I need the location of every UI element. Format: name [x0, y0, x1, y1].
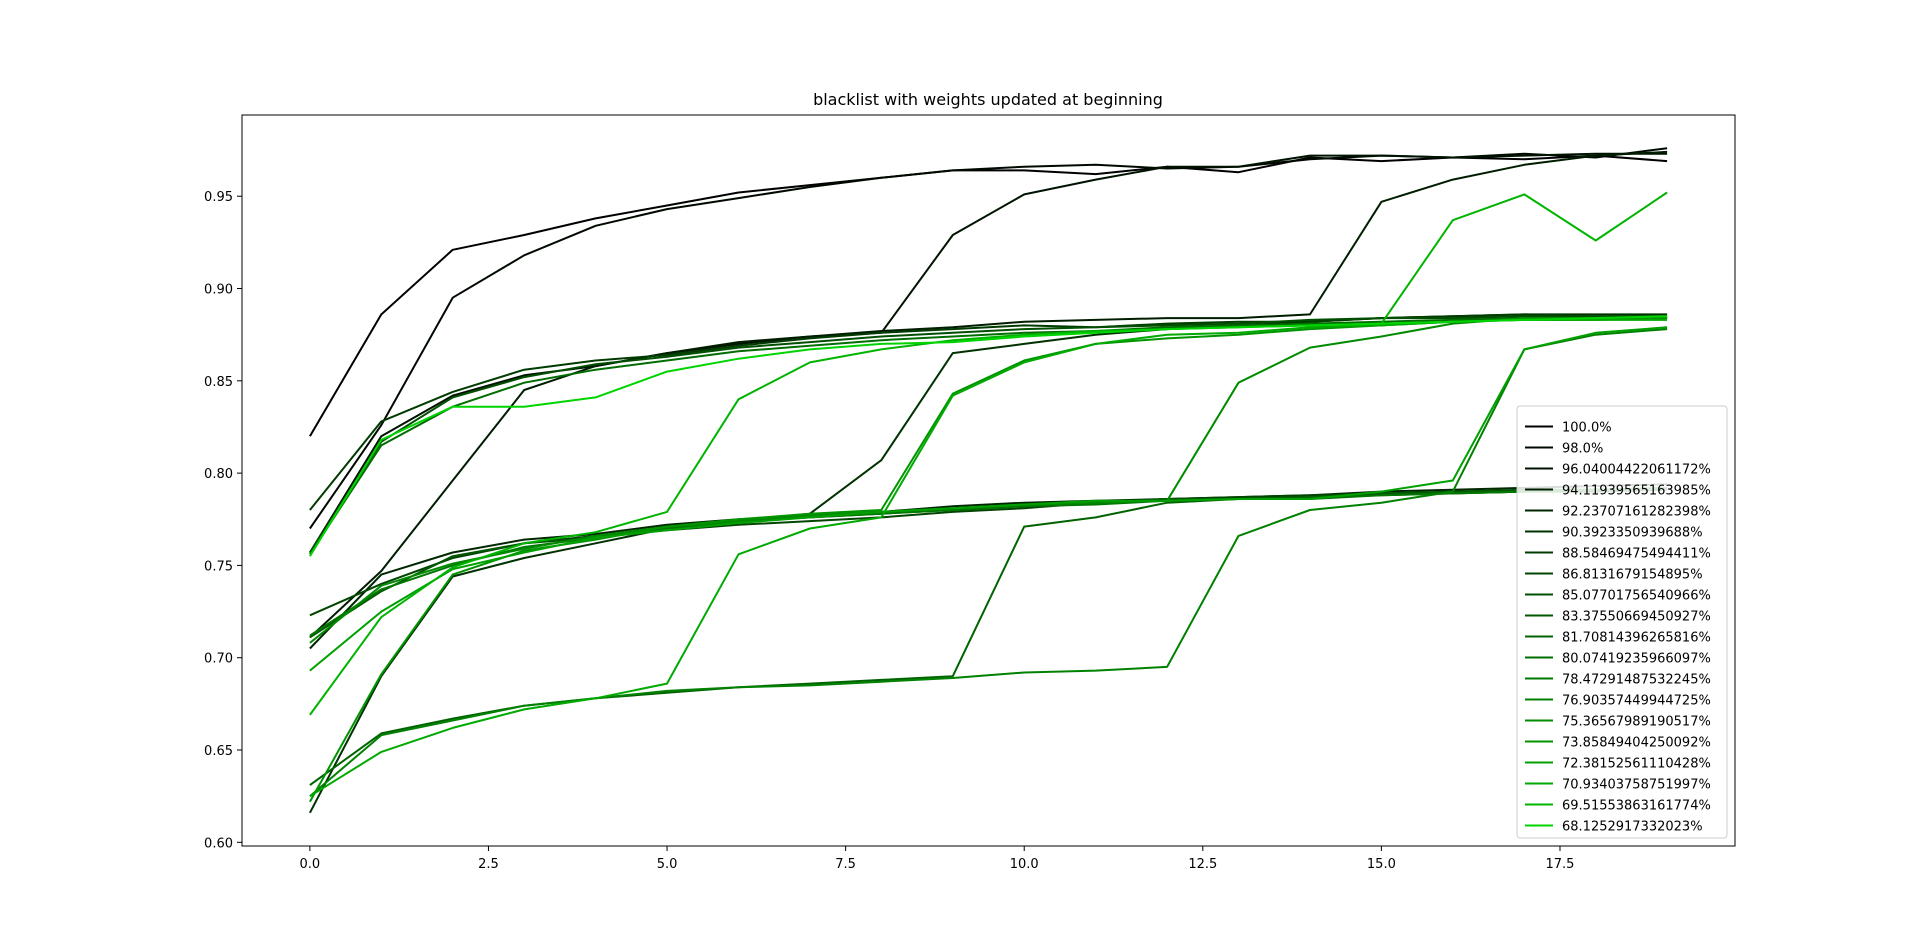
- series-line-14: [309, 328, 1668, 797]
- x-tick-label: 17.5: [1546, 857, 1575, 872]
- legend-label: 76.90357449944725%: [1562, 694, 1711, 709]
- legend-label: 86.8131679154895%: [1562, 568, 1703, 583]
- legend-label: 83.37550669450927%: [1562, 610, 1711, 625]
- chart-title: blacklist with weights updated at beginn…: [813, 90, 1163, 109]
- y-tick-label: 0.60: [204, 836, 233, 851]
- series-line-12: [309, 317, 1668, 555]
- series-line-17: [309, 326, 1668, 672]
- legend-label: 75.36567989190517%: [1562, 715, 1711, 730]
- series-line-19: [309, 191, 1668, 716]
- series-line-4: [309, 150, 1668, 639]
- y-tick-label: 0.75: [204, 559, 233, 574]
- x-tick-label: 0.0: [300, 857, 321, 872]
- x-tick-label: 2.5: [478, 857, 499, 872]
- plot-area-frame: [241, 114, 1736, 847]
- legend-label: 90.3923350939688%: [1562, 526, 1703, 541]
- legend-label: 96.04004422061172%: [1562, 463, 1711, 478]
- x-axis: 0.0 2.5 5.0 7.5 10.0 12.5 15.0 17.5: [300, 846, 1575, 872]
- legend-label: 81.70814396265816%: [1562, 631, 1711, 646]
- series-line-3: [309, 152, 1668, 554]
- series-line-7: [309, 313, 1668, 511]
- y-tick-label: 0.85: [204, 375, 233, 390]
- series-lines: [309, 147, 1668, 814]
- legend-label: 72.38152561110428%: [1562, 757, 1711, 772]
- y-tick-label: 0.70: [204, 652, 233, 667]
- y-tick-label: 0.90: [204, 283, 233, 298]
- legend-label: 68.1252917332023%: [1562, 820, 1703, 835]
- legend-label: 94.11939565163985%: [1562, 484, 1711, 499]
- y-tick-label: 0.80: [204, 467, 233, 482]
- legend-label: 80.07419235966097%: [1562, 652, 1711, 667]
- legend-label: 92.23707161282398%: [1562, 505, 1711, 520]
- legend-label: 73.85849404250092%: [1562, 736, 1711, 751]
- x-tick-label: 10.0: [1010, 857, 1039, 872]
- series-line-20: [309, 315, 1668, 557]
- x-tick-label: 15.0: [1367, 857, 1396, 872]
- x-tick-label: 7.5: [835, 857, 856, 872]
- series-line-5: [309, 483, 1668, 650]
- x-tick-label: 5.0: [657, 857, 678, 872]
- legend-label: 98.0%: [1562, 442, 1603, 457]
- y-tick-label: 0.65: [204, 744, 233, 759]
- legend-box: [1516, 405, 1728, 839]
- legend-label: 85.07701756540966%: [1562, 589, 1711, 604]
- legend: 100.0% 98.0% 96.04004422061172% 94.11939565…: [1516, 405, 1728, 839]
- legend-label: 88.58469475494411%: [1562, 547, 1711, 562]
- series-line-9: [309, 315, 1668, 554]
- legend-label: 78.47291487532245%: [1562, 673, 1711, 688]
- legend-label: 69.51553863161774%: [1562, 799, 1711, 814]
- legend-label: 70.93403758751997%: [1562, 778, 1711, 793]
- x-tick-label: 12.5: [1188, 857, 1217, 872]
- legend-label: 100.0%: [1562, 421, 1612, 436]
- y-tick-label: 0.95: [204, 190, 233, 205]
- y-axis: 0.60 0.65 0.70 0.75 0.80 0.85 0.90 0.95: [204, 190, 242, 851]
